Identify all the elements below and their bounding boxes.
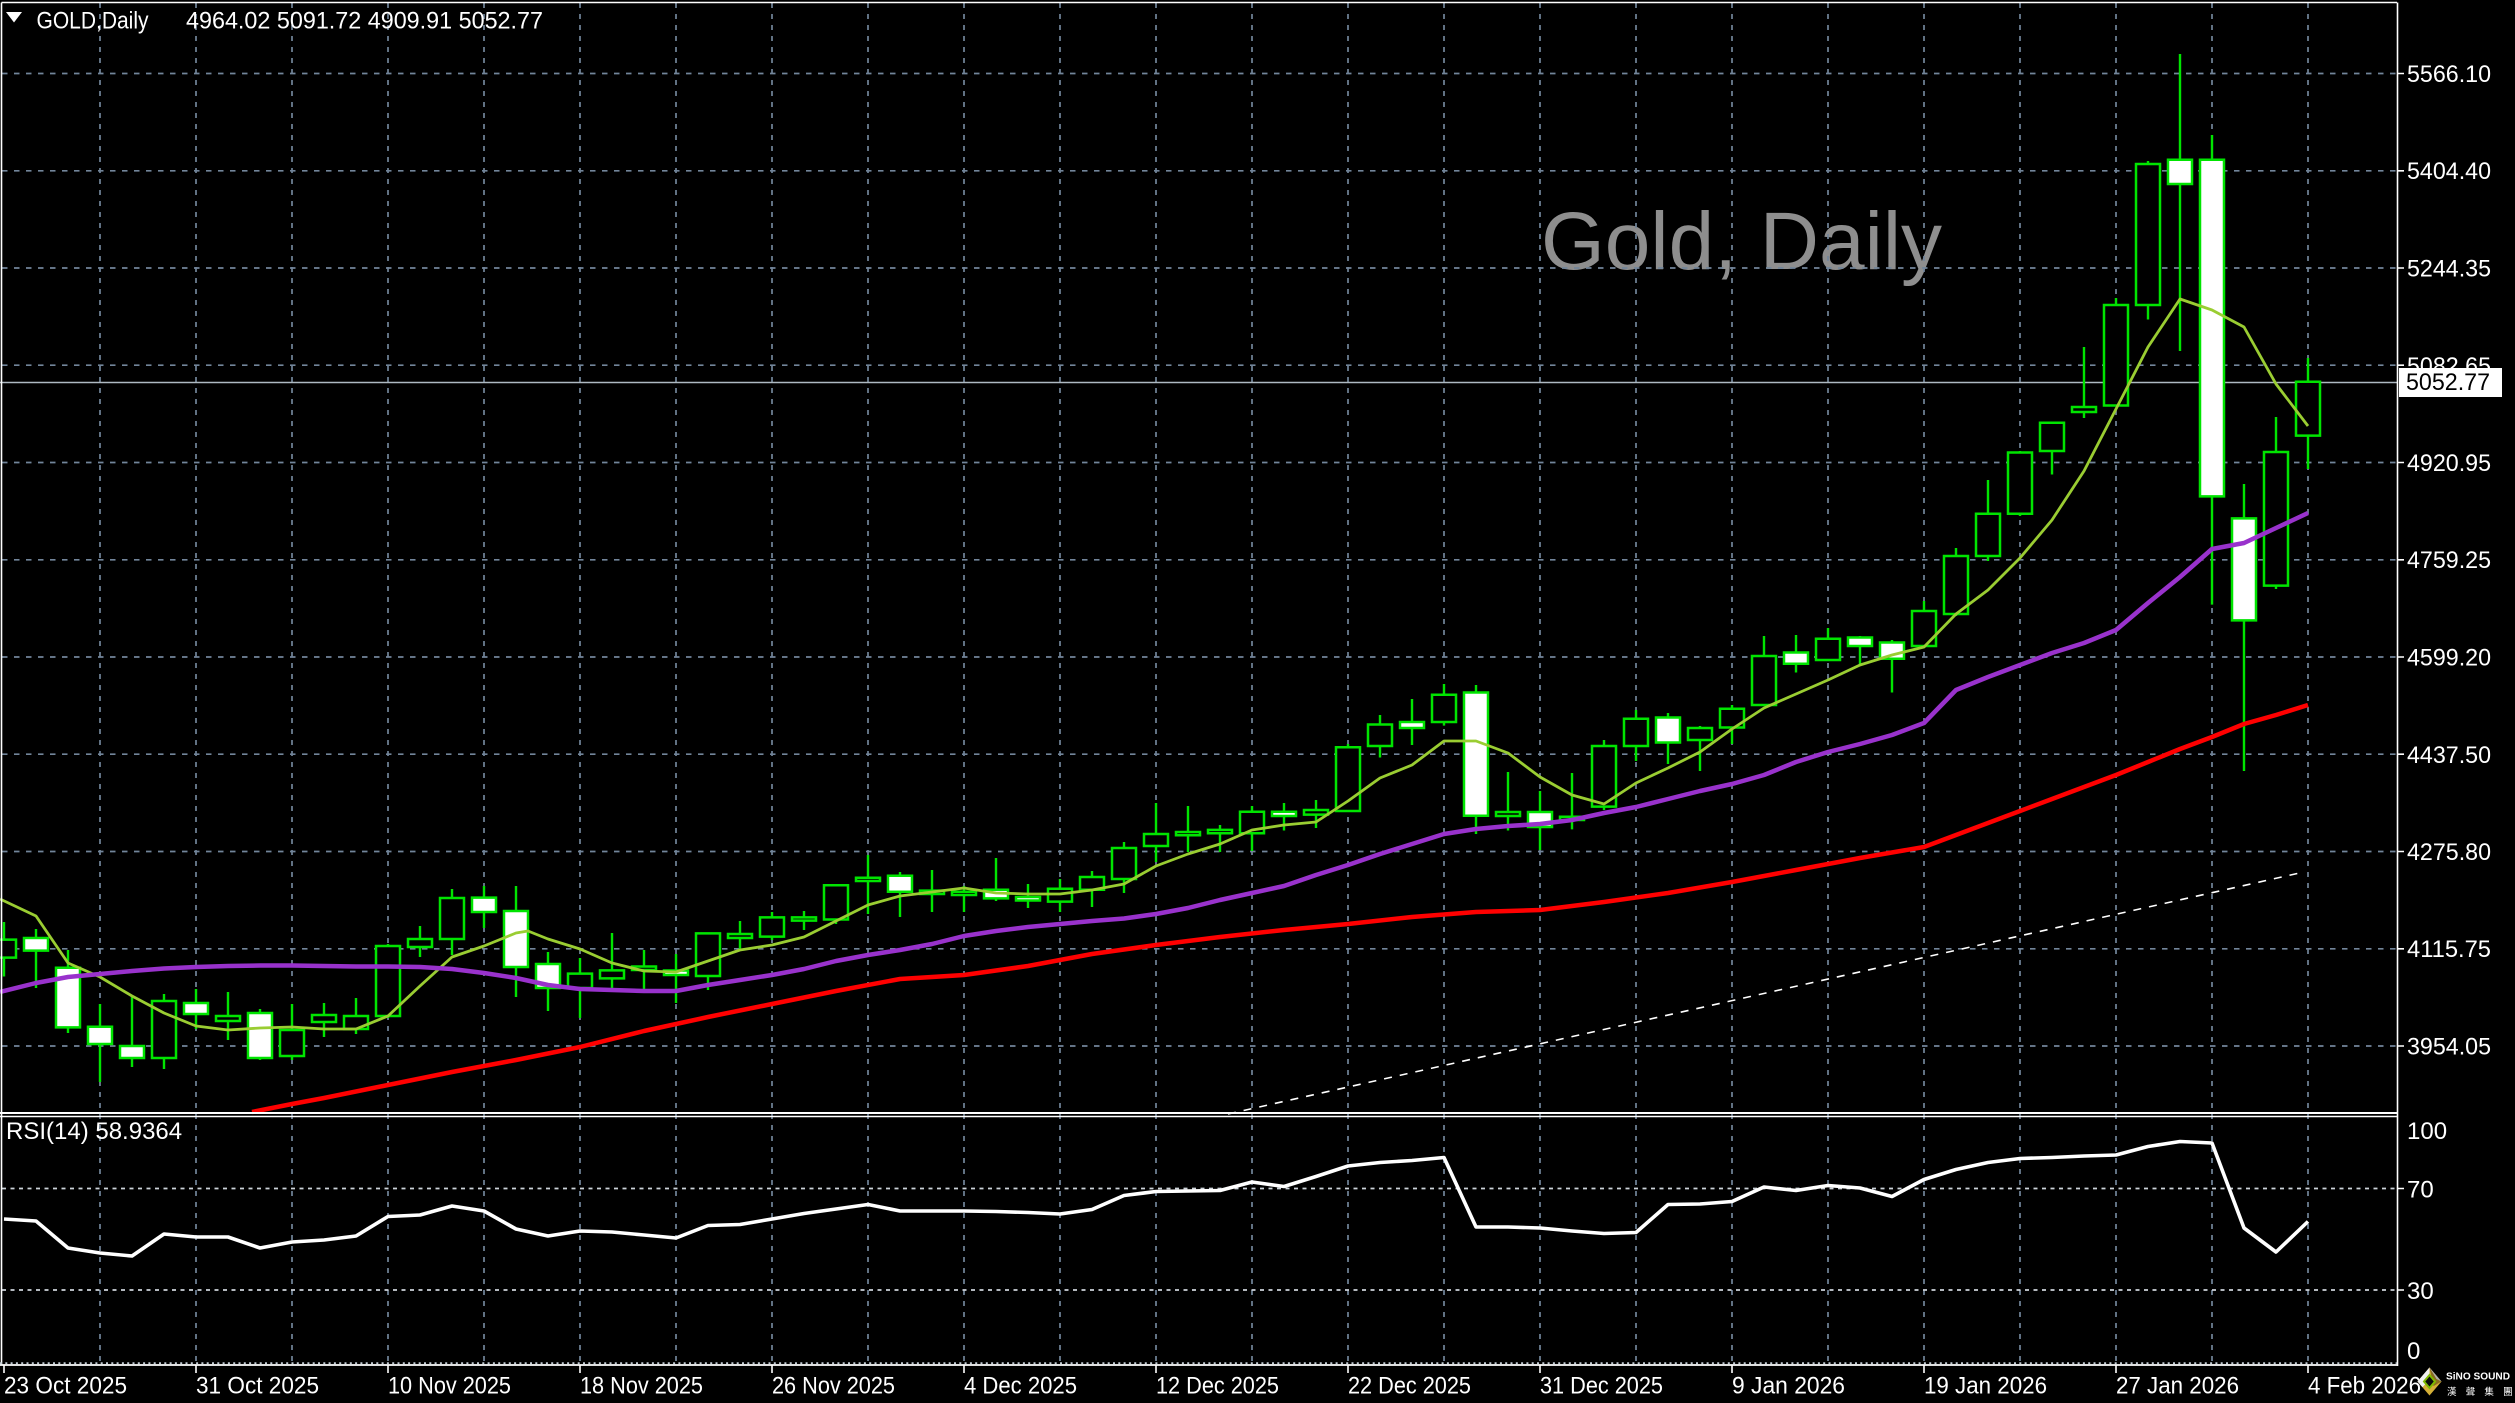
svg-text:4599.20: 4599.20 bbox=[2407, 645, 2491, 672]
svg-text:10 Nov 2025: 10 Nov 2025 bbox=[388, 1373, 511, 1400]
svg-text:5404.40: 5404.40 bbox=[2407, 158, 2491, 185]
svg-text:22 Dec 2025: 22 Dec 2025 bbox=[1348, 1373, 1471, 1400]
svg-text:4759.25: 4759.25 bbox=[2407, 547, 2491, 574]
svg-text:19 Jan 2026: 19 Jan 2026 bbox=[1924, 1373, 2047, 1400]
svg-text:12 Dec 2025: 12 Dec 2025 bbox=[1156, 1373, 1279, 1400]
svg-text:0: 0 bbox=[2407, 1338, 2420, 1365]
svg-text:26 Nov 2025: 26 Nov 2025 bbox=[772, 1373, 895, 1400]
svg-text:4275.80: 4275.80 bbox=[2407, 839, 2491, 866]
svg-text:5244.35: 5244.35 bbox=[2407, 256, 2491, 283]
svg-text:漢聲集團: 漢聲集團 bbox=[2447, 1386, 2515, 1398]
svg-text:Gold, Daily: Gold, Daily bbox=[1541, 196, 1942, 287]
svg-text:5052.77: 5052.77 bbox=[2406, 369, 2490, 396]
svg-text:SiNO SOUND: SiNO SOUND bbox=[2446, 1372, 2510, 1383]
svg-text:31 Oct 2025: 31 Oct 2025 bbox=[196, 1373, 319, 1400]
svg-text:4115.75: 4115.75 bbox=[2407, 936, 2491, 963]
svg-text:9 Jan 2026: 9 Jan 2026 bbox=[1732, 1373, 1845, 1400]
svg-text:70: 70 bbox=[2407, 1177, 2434, 1204]
svg-text:4437.50: 4437.50 bbox=[2407, 742, 2491, 769]
svg-text:GOLD,Daily: GOLD,Daily bbox=[37, 8, 149, 35]
svg-text:100: 100 bbox=[2407, 1118, 2447, 1145]
svg-text:27 Jan 2026: 27 Jan 2026 bbox=[2116, 1373, 2239, 1400]
svg-text:30: 30 bbox=[2407, 1278, 2434, 1305]
svg-text:RSI(14) 58.9364: RSI(14) 58.9364 bbox=[6, 1118, 182, 1145]
svg-text:4 Dec 2025: 4 Dec 2025 bbox=[964, 1373, 1077, 1400]
svg-text:3954.05: 3954.05 bbox=[2407, 1034, 2491, 1061]
svg-text:5566.10: 5566.10 bbox=[2407, 61, 2491, 88]
svg-text:18 Nov 2025: 18 Nov 2025 bbox=[580, 1373, 703, 1400]
svg-text:31 Dec 2025: 31 Dec 2025 bbox=[1540, 1373, 1663, 1400]
svg-text:4 Feb 2026: 4 Feb 2026 bbox=[2308, 1373, 2421, 1400]
svg-text:4920.95: 4920.95 bbox=[2407, 450, 2491, 477]
svg-text:4964.02 5091.72 4909.91 5052.7: 4964.02 5091.72 4909.91 5052.77 bbox=[186, 8, 543, 35]
svg-text:23 Oct 2025: 23 Oct 2025 bbox=[4, 1373, 127, 1400]
